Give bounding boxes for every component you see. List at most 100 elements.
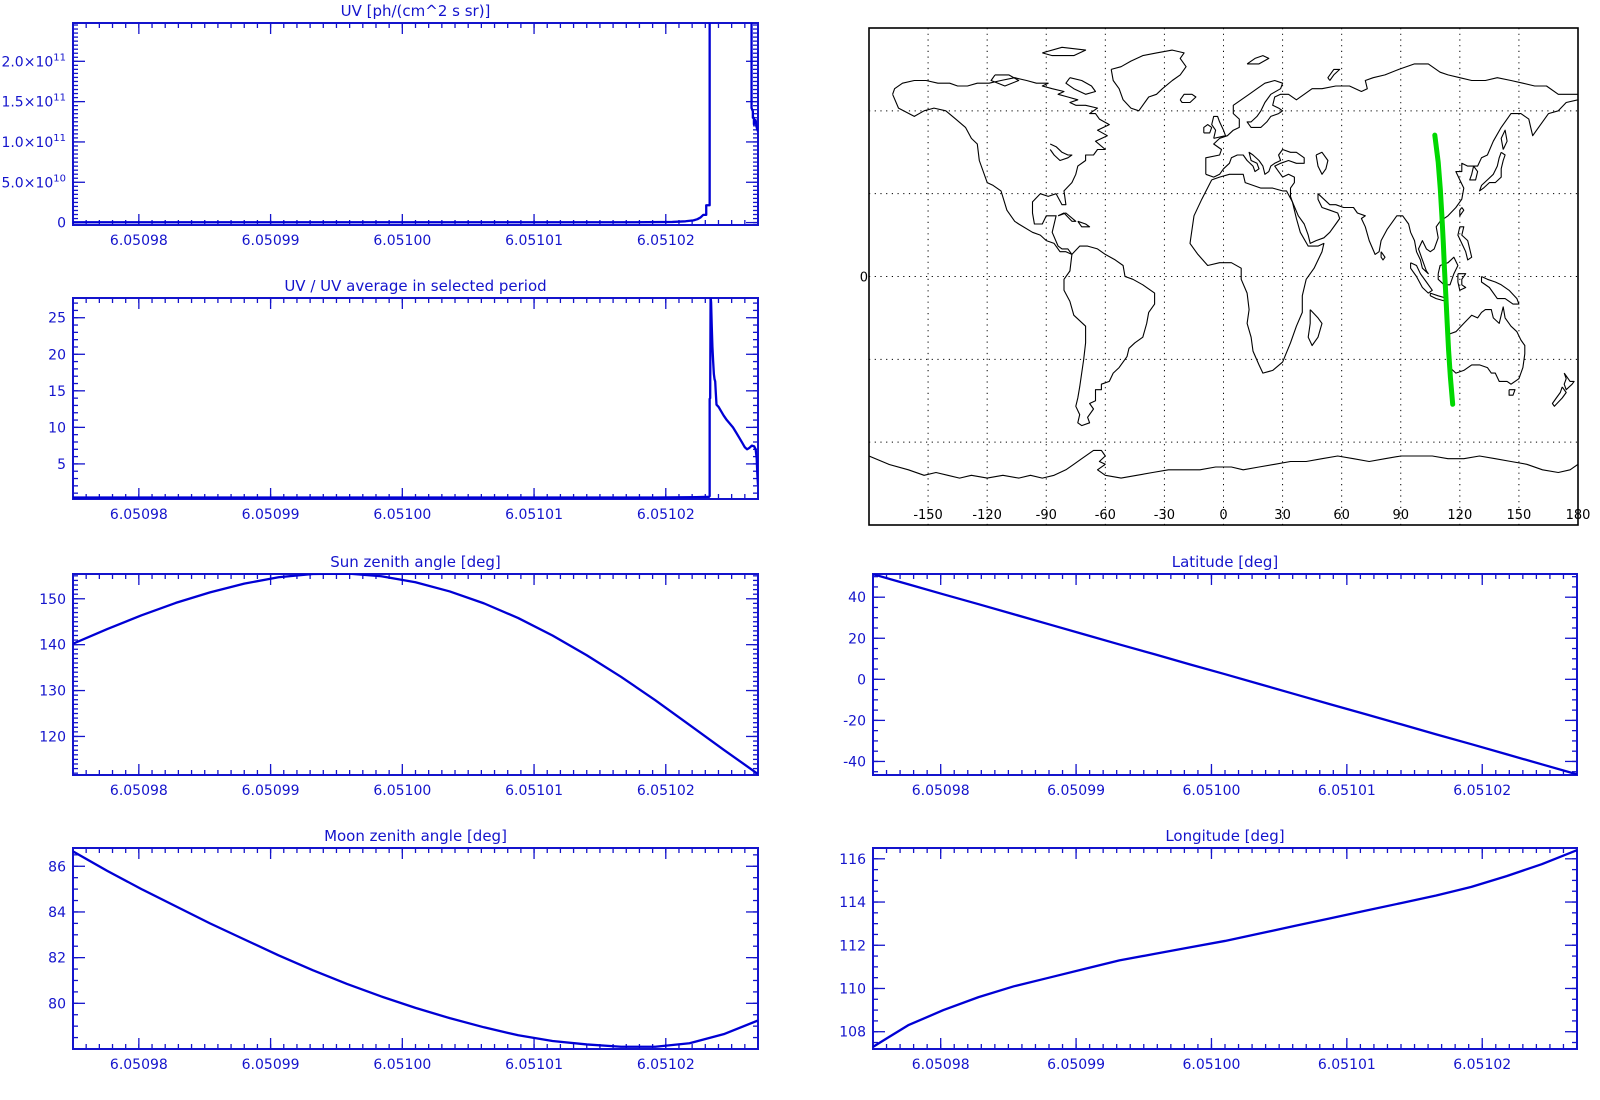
x-tick-label: 6.05098 — [912, 1057, 970, 1073]
y-tick-label: 10 — [48, 420, 66, 436]
map-lon-label: -90 — [1036, 508, 1057, 523]
x-tick-label: 6.05102 — [637, 783, 695, 799]
sun-frame — [72, 573, 759, 776]
coastline — [1057, 212, 1077, 222]
coastline — [1478, 151, 1506, 192]
x-tick-label: 6.05100 — [1183, 1057, 1241, 1073]
coastline — [1437, 256, 1459, 286]
y-tick-label: 0 — [57, 216, 66, 232]
x-tick-label: 6.05100 — [373, 507, 431, 523]
coastline — [1077, 220, 1091, 228]
moon-axis-ticks — [72, 848, 759, 1050]
ground-track-line — [1432, 132, 1456, 407]
x-tick-label: 6.05101 — [505, 1057, 563, 1073]
y-tick-label: 15 — [48, 384, 66, 400]
y-tick-label: 114 — [839, 895, 866, 911]
coastline — [1380, 251, 1386, 261]
y-tick-label: 112 — [839, 938, 866, 954]
coastline — [1307, 309, 1323, 347]
moon-frame — [72, 847, 759, 1050]
x-tick-label: 6.05100 — [373, 233, 431, 249]
sun-series-line — [73, 574, 758, 775]
coastline — [1551, 386, 1567, 407]
ratio-series-line — [73, 298, 758, 499]
map-lon-label: -60 — [1095, 508, 1116, 523]
map-graticule — [869, 28, 1578, 525]
lat-axis-ticks — [872, 574, 1578, 775]
uv-series-line — [73, 23, 758, 224]
ratio-chart: UV / UV average in selected period 6.0509… — [48, 277, 759, 523]
coastline — [1211, 115, 1227, 139]
y-tick-label: 108 — [839, 1025, 866, 1041]
lon-chart: Longitude [deg] 6.05098 6.05099 6.05100 6.05… — [839, 827, 1578, 1073]
x-tick-label: 6.05101 — [505, 783, 563, 799]
map-lon-label: 180 — [1566, 508, 1591, 523]
y-tick-label: -20 — [843, 713, 866, 729]
lat-series-line — [873, 574, 1577, 775]
sun-chart-title: Sun zenith angle [deg] — [330, 553, 501, 571]
y-tick-label: 0 — [857, 672, 866, 688]
moon-chart: Moon zenith angle [deg] 6.05098 6.05099 6.0… — [48, 827, 759, 1073]
coastline — [1410, 262, 1433, 294]
x-tick-label: 6.05098 — [912, 783, 970, 799]
sun-chart: Sun zenith angle [deg] 6.05098 6.05099 6.05… — [39, 553, 759, 799]
x-tick-label: 6.05099 — [242, 507, 300, 523]
lon-chart-title: Longitude [deg] — [1165, 827, 1284, 845]
x-tick-label: 6.05102 — [637, 507, 695, 523]
world-map: -150 -120 -90 -60 -30 0 30 60 90 120 150 180 0 — [860, 27, 1591, 526]
uv-chart-title: UV [ph/(cm^2 s sr)] — [341, 2, 491, 20]
coastline — [892, 77, 1110, 255]
sun-axis-ticks — [72, 574, 759, 775]
map-lon-label: 60 — [1333, 508, 1350, 523]
x-tick-label: 6.05099 — [242, 783, 300, 799]
coastline — [1457, 273, 1467, 291]
y-tick-label: 150 — [39, 592, 66, 608]
y-tick-label: 116 — [839, 852, 866, 868]
coastline — [1445, 306, 1526, 385]
x-tick-label: 6.05099 — [1047, 1057, 1105, 1073]
x-tick-label: 6.05098 — [110, 233, 168, 249]
y-tick-label: -40 — [843, 754, 866, 770]
map-lon-label: 90 — [1392, 508, 1409, 523]
coastline — [1203, 124, 1213, 134]
map-lon-label: 120 — [1447, 508, 1472, 523]
x-tick-label: 6.05102 — [637, 1057, 695, 1073]
lon-frame — [872, 847, 1578, 1050]
lat-chart-title: Latitude [deg] — [1172, 553, 1278, 571]
map-frame — [868, 27, 1579, 526]
x-tick-label: 6.05101 — [1318, 783, 1376, 799]
y-tick-label: 84 — [48, 905, 66, 921]
coastline — [1205, 99, 1578, 275]
x-tick-label: 6.05098 — [110, 507, 168, 523]
coastline — [1205, 63, 1578, 175]
uv-axis-ticks — [72, 23, 759, 225]
y-tick-label: 86 — [48, 859, 66, 875]
y-tick-label: 40 — [848, 590, 866, 606]
lon-series-line — [873, 849, 1577, 1048]
coastline — [1063, 245, 1156, 427]
coastline — [1189, 173, 1325, 374]
map-lon-label: 150 — [1507, 508, 1532, 523]
coastline — [1563, 372, 1575, 391]
map-lon-label: 0 — [1219, 508, 1227, 523]
coastline — [1459, 207, 1465, 217]
x-tick-label: 6.05102 — [637, 233, 695, 249]
y-tick-label: 2.0×1011 — [1, 52, 66, 70]
y-tick-label: 82 — [48, 951, 66, 967]
x-tick-label: 6.05099 — [1047, 783, 1105, 799]
coastline — [1246, 55, 1270, 65]
y-tick-label: 120 — [39, 729, 66, 745]
coastline — [1042, 46, 1087, 57]
y-tick-label: 20 — [48, 347, 66, 363]
coastline — [1500, 129, 1508, 150]
coastline — [1065, 77, 1097, 95]
y-tick-label: 80 — [48, 996, 66, 1012]
coastline — [1110, 49, 1187, 112]
coastline — [1508, 389, 1516, 396]
map-lon-label: -120 — [972, 508, 1002, 523]
moon-series-line — [73, 850, 758, 1048]
y-tick-label: 140 — [39, 638, 66, 654]
x-tick-label: 6.05102 — [1453, 1057, 1511, 1073]
x-tick-label: 6.05102 — [1453, 783, 1511, 799]
